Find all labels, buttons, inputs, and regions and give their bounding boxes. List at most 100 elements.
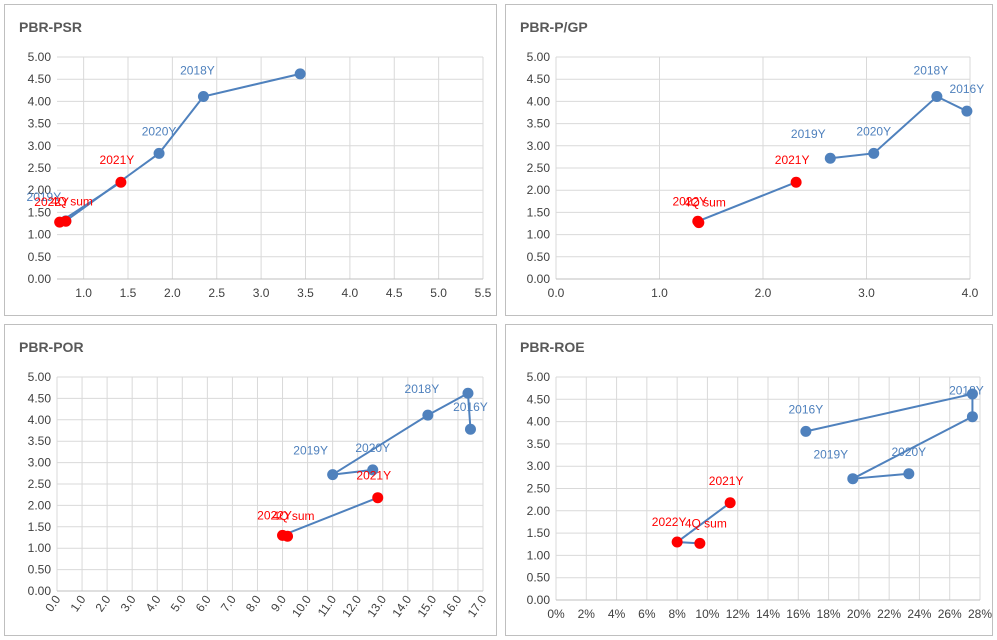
y-tick-label: 0.50	[527, 571, 551, 585]
y-tick-label: 0.00	[28, 584, 52, 598]
y-tick-label: 0.50	[28, 250, 52, 264]
y-tick-label: 5.00	[28, 370, 52, 384]
y-tick-label: 3.00	[28, 139, 52, 153]
chart-svg-por: 0.00 0.50 1.00 1.50 2.00 2.50 3.00 3.50 4.00 4.50…	[28, 370, 490, 620]
data-label: 2022Y	[652, 515, 687, 529]
series-line	[830, 95, 968, 160]
data-point	[115, 176, 127, 188]
series-line	[65, 72, 301, 222]
x-tick-label: 2.0	[93, 592, 114, 614]
x-tick-label: 7.0	[218, 592, 239, 614]
x-tick-label: 1.0	[67, 592, 88, 614]
y-tick-label: 4.50	[527, 392, 551, 406]
y-tick-label: 2.50	[527, 482, 551, 496]
x-tick-label: 10%	[695, 607, 719, 621]
x-tick-label: 17.0	[465, 592, 490, 619]
x-tick-label: 8.0	[243, 592, 264, 614]
x-tick-label: 6.0	[193, 592, 214, 614]
y-tick-label: 2.50	[527, 161, 551, 175]
x-tick-label: 4%	[608, 607, 626, 621]
y-tick-label: 1.50	[527, 205, 551, 219]
data-label: 2019Y	[293, 444, 328, 458]
x-tick-label: 28%	[968, 607, 992, 621]
data-point	[961, 105, 973, 117]
data-point	[931, 91, 943, 103]
chart-title: PBR-POR	[19, 339, 84, 355]
x-tick-label: 16.0	[440, 592, 465, 619]
data-label: 4Q sum	[685, 516, 727, 530]
x-tick-label: 4.0	[342, 286, 359, 300]
data-label: 2020Y	[856, 124, 891, 138]
data-point	[966, 388, 978, 400]
chart-title: PBR-P/GP	[520, 19, 588, 35]
data-point	[367, 464, 379, 476]
y-tick-label: 4.50	[28, 72, 52, 86]
x-tick-label: 15.0	[414, 592, 439, 619]
data-label: 2020Y	[355, 441, 390, 455]
y-tick-label: 3.00	[527, 139, 551, 153]
y-tick-label: 1.50	[28, 520, 52, 534]
y-tick-label: 0.00	[527, 593, 551, 607]
x-tick-label: 5.5	[475, 286, 492, 300]
y-tick-label: 1.00	[527, 548, 551, 562]
chart-panel-psr: PBR-PSR 0.00 0.50 1.00 1.50 2.00 2.50 3.00 3.50…	[4, 4, 497, 316]
data-point	[903, 468, 915, 480]
y-tick-label: 2.00	[28, 183, 52, 197]
data-point	[693, 217, 705, 229]
data-label: 2022Y	[34, 195, 69, 209]
data-point	[422, 409, 434, 421]
x-tick-label: 22%	[877, 607, 901, 621]
data-label: 4Q sum	[273, 509, 315, 523]
data-point	[800, 425, 812, 437]
x-tick-label: 2.0	[164, 286, 181, 300]
y-tick-label: 2.50	[28, 477, 52, 491]
y-tick-label: 0.50	[28, 563, 52, 577]
y-tick-label: 3.00	[28, 456, 52, 470]
y-tick-label: 2.50	[28, 161, 52, 175]
y-tick-label: 4.00	[28, 94, 52, 108]
x-tick-label: 10.0	[289, 592, 314, 619]
x-tick-label: 1.0	[75, 286, 92, 300]
y-tick-label: 1.50	[527, 526, 551, 540]
chart-panel-pgp: PBR-P/GP 0.00 0.50 1.00 1.50 2.00 2.50 3.00 3.5…	[505, 4, 993, 316]
y-tick-label: 1.50	[28, 205, 52, 219]
data-point	[847, 473, 859, 485]
y-tick-label: 4.00	[527, 94, 551, 108]
data-label: 2016Y	[950, 82, 985, 96]
data-point	[282, 530, 294, 542]
data-label: 2016Y	[453, 400, 488, 414]
data-label: 2021Y	[356, 469, 391, 483]
data-label: 2019Y	[813, 448, 848, 462]
data-point	[464, 423, 476, 435]
y-tick-label: 3.50	[527, 437, 551, 451]
x-tick-label: 18%	[817, 607, 841, 621]
data-point	[724, 497, 736, 509]
x-tick-label: 4.0	[143, 592, 164, 614]
y-tick-label: 4.50	[527, 72, 551, 86]
data-point	[153, 147, 165, 159]
data-label: 2018Y	[914, 64, 949, 78]
y-tick-label: 5.00	[527, 50, 551, 64]
data-label: 4Q sum	[51, 194, 93, 208]
x-tick-label: 3.0	[118, 592, 139, 614]
y-tick-label: 2.00	[527, 183, 551, 197]
y-tick-label: 5.00	[28, 50, 52, 64]
data-label: 2018Y	[405, 382, 440, 396]
data-label: 2019Y	[791, 127, 826, 141]
x-tick-label: 2%	[578, 607, 596, 621]
x-tick-label: 12.0	[339, 592, 364, 619]
y-tick-label: 0.50	[527, 250, 551, 264]
x-tick-label: 5.0	[430, 286, 447, 300]
y-tick-label: 0.00	[28, 272, 52, 286]
chart-panel-roe: PBR-ROE 0.00 0.50 1.00 1.50 2.00 2.50 3.00 3.50…	[505, 324, 993, 636]
x-tick-label: 5.0	[168, 592, 189, 614]
y-tick-label: 3.50	[28, 434, 52, 448]
data-point	[294, 68, 306, 80]
data-label: 2020Y	[891, 445, 926, 459]
y-tick-label: 1.00	[28, 541, 52, 555]
chart-title: PBR-PSR	[19, 19, 83, 35]
x-tick-label: 26%	[938, 607, 962, 621]
data-label: 4Q sum	[684, 196, 726, 210]
x-tick-label: 2.5	[208, 286, 225, 300]
data-point	[966, 411, 978, 423]
